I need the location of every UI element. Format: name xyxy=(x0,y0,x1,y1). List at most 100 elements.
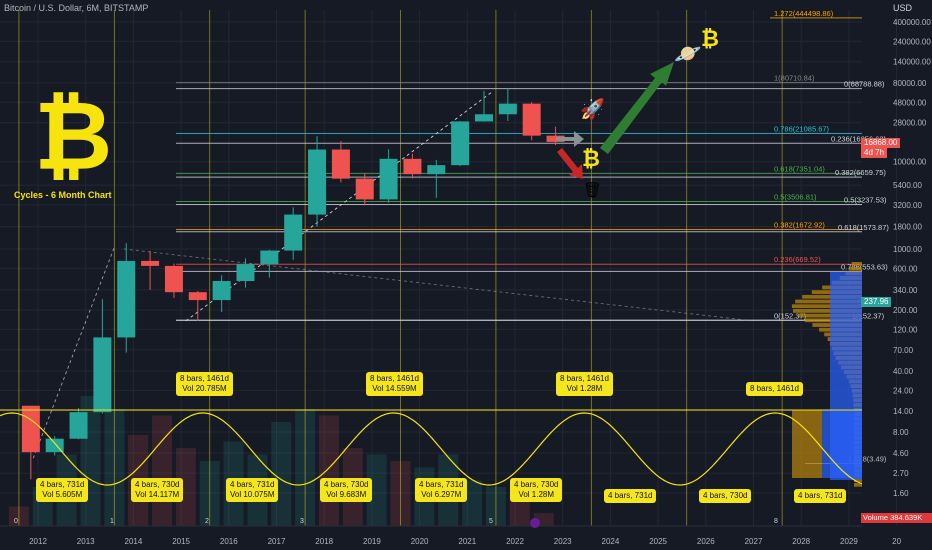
candle-body xyxy=(474,114,493,122)
trend-line xyxy=(32,246,115,459)
volume-profile-bar xyxy=(795,299,862,304)
x-axis-tick-label: 2017 xyxy=(268,537,286,546)
red-arrow-icon xyxy=(557,148,583,179)
trash-can-icon: 🗑 xyxy=(583,182,603,199)
volume-profile-bar xyxy=(797,313,862,318)
y-axis-tick-label: 70.00 xyxy=(893,346,914,355)
y-axis-tick-label: 600.00 xyxy=(893,264,918,273)
volume-profile-block xyxy=(792,410,822,478)
fib-level-label: 0.236(669.52) xyxy=(774,255,821,264)
cycle-box-lower: 4 bars, 730d Vol 14.117M xyxy=(131,478,184,502)
x-axis-tick-label: 2029 xyxy=(840,537,858,546)
cycle-sine-wave xyxy=(0,412,863,486)
candle-body xyxy=(308,149,327,215)
grey-arrow-icon xyxy=(556,131,584,147)
cycle-box-line2: Vol 10.075M xyxy=(230,490,275,499)
x-axis-tick-label: 2018 xyxy=(315,537,333,546)
volume-value: 384.639K xyxy=(890,513,923,522)
lightning-icon xyxy=(530,518,540,528)
cycle-box-lower: 4 bars, 731d xyxy=(794,489,847,503)
volume-bar xyxy=(366,454,387,526)
candle-body xyxy=(188,292,207,301)
cycle-box-line1: 4 bars, 730d xyxy=(514,480,559,489)
cycle-box-line1: 8 bars, 1461d xyxy=(370,374,419,383)
x-axis-tick-label: 2026 xyxy=(697,537,715,546)
cycle-box-line1: 8 bars, 1461d xyxy=(560,374,609,383)
cycle-box-lower: 4 bars, 730d Vol 9.683M xyxy=(320,478,373,502)
cycle-box-upper: 8 bars, 1461d xyxy=(746,382,803,396)
x-axis-tick-label: 2025 xyxy=(649,537,667,546)
cycle-box-line1: 4 bars, 731d xyxy=(40,480,85,489)
x-axis-tick-label: 2013 xyxy=(77,537,95,546)
cycle-box-line1: 4 bars, 731d xyxy=(419,480,464,489)
y-axis-tick-label: 10000.00 xyxy=(893,158,927,167)
candle-body xyxy=(522,103,541,136)
volume-profile-bar xyxy=(792,309,862,313)
y-axis-tick-label: 340.00 xyxy=(893,286,918,295)
y-axis-tick-label: 5400.00 xyxy=(893,181,922,190)
candle-body xyxy=(546,135,565,142)
volume-profile-bar xyxy=(851,262,862,266)
y-axis-tick-label: 80000.00 xyxy=(893,79,927,88)
cycle-box-upper: 8 bars, 1461d Vol 1.28M xyxy=(556,372,613,396)
y-axis-tick-label: 1.60 xyxy=(893,489,909,498)
y-axis-tick-label: 240000.00 xyxy=(893,37,931,46)
volume-badge: Volume 384.639K xyxy=(861,513,932,523)
candle-body xyxy=(451,121,470,166)
cycle-marker-label: 0 xyxy=(14,518,18,525)
cycle-box-line2: Vol 5.605M xyxy=(42,490,83,499)
small-bitcoin-icon: ₿ xyxy=(582,146,600,171)
y-axis-tick-label: 140000.00 xyxy=(893,58,931,67)
volume-profile-bar xyxy=(791,304,862,309)
cycle-box-upper: 8 bars, 1461d Vol 14.559M xyxy=(366,372,423,396)
candle-body xyxy=(21,405,40,453)
candle-body xyxy=(331,149,350,179)
cycle-box-line2: Vol 14.117M xyxy=(135,490,180,499)
y-axis-tick-label: 14.00 xyxy=(893,407,914,416)
secondary-price-badge: 237.96 xyxy=(861,297,892,307)
cycle-marker-label: 2 xyxy=(205,518,209,525)
volume-bar xyxy=(462,480,483,526)
x-axis-tick-label: 2019 xyxy=(363,537,381,546)
last-price-badge: 16868.00 xyxy=(861,138,901,148)
x-axis-tick-label: 2027 xyxy=(745,537,763,546)
cycle-box-line1: 8 bars, 1461d xyxy=(180,374,229,383)
cycle-box-line2: Vol 1.28M xyxy=(566,384,603,393)
fib-level-label: 1(80710.84) xyxy=(774,74,815,83)
candle-body xyxy=(212,280,231,301)
candle-body xyxy=(284,214,303,251)
y-axis-tick-label: 24.00 xyxy=(893,386,914,395)
cycle-box-lower: 4 bars, 731d Vol 5.605M xyxy=(36,478,89,502)
fib-level-label: 0(68788.88) xyxy=(844,80,885,89)
candle-body xyxy=(93,337,112,413)
volume-profile-block xyxy=(822,410,862,478)
x-axis-tick-label: 2024 xyxy=(602,537,620,546)
cycle-marker-label: 3 xyxy=(300,518,304,525)
cycle-marker-label: 5 xyxy=(489,518,493,525)
planet-bitcoin-icon: ₿ xyxy=(701,26,719,51)
fib-level-label: 1.272(444498.86) xyxy=(774,9,834,18)
x-axis-tick-label: 2028 xyxy=(792,537,810,546)
volume-bar xyxy=(318,415,339,526)
y-axis-tick-label: 28000.00 xyxy=(893,119,927,128)
candle-body xyxy=(164,265,183,293)
cycle-box-upper: 8 bars, 1461d Vol 20.785M xyxy=(176,372,233,396)
y-axis-tick-label: 3200.00 xyxy=(893,201,922,210)
cycle-box-line2: Vol 6.297M xyxy=(421,490,462,499)
candle-body xyxy=(141,260,160,266)
trend-line xyxy=(123,248,754,322)
fib-level-label: 0(152.37) xyxy=(774,311,807,320)
cycle-box-line1: 4 bars, 731d xyxy=(608,491,653,500)
y-axis-tick-label: 4.60 xyxy=(893,449,909,458)
fib-level-label: 0.382(1672.92) xyxy=(774,220,825,229)
fib-level-label: 1.618(3.49) xyxy=(848,454,887,463)
cycle-box-line2: Vol 1.28M xyxy=(518,490,555,499)
candle-body xyxy=(355,178,374,200)
bar-countdown-badge: 4d 7h xyxy=(861,148,888,158)
cycle-box-line1: 4 bars, 730d xyxy=(135,480,180,489)
currency-label: USD xyxy=(893,3,913,13)
fib-level-label: 0.618(1573.87) xyxy=(838,223,889,232)
cycle-box-line2: Vol 20.785M xyxy=(182,384,227,393)
